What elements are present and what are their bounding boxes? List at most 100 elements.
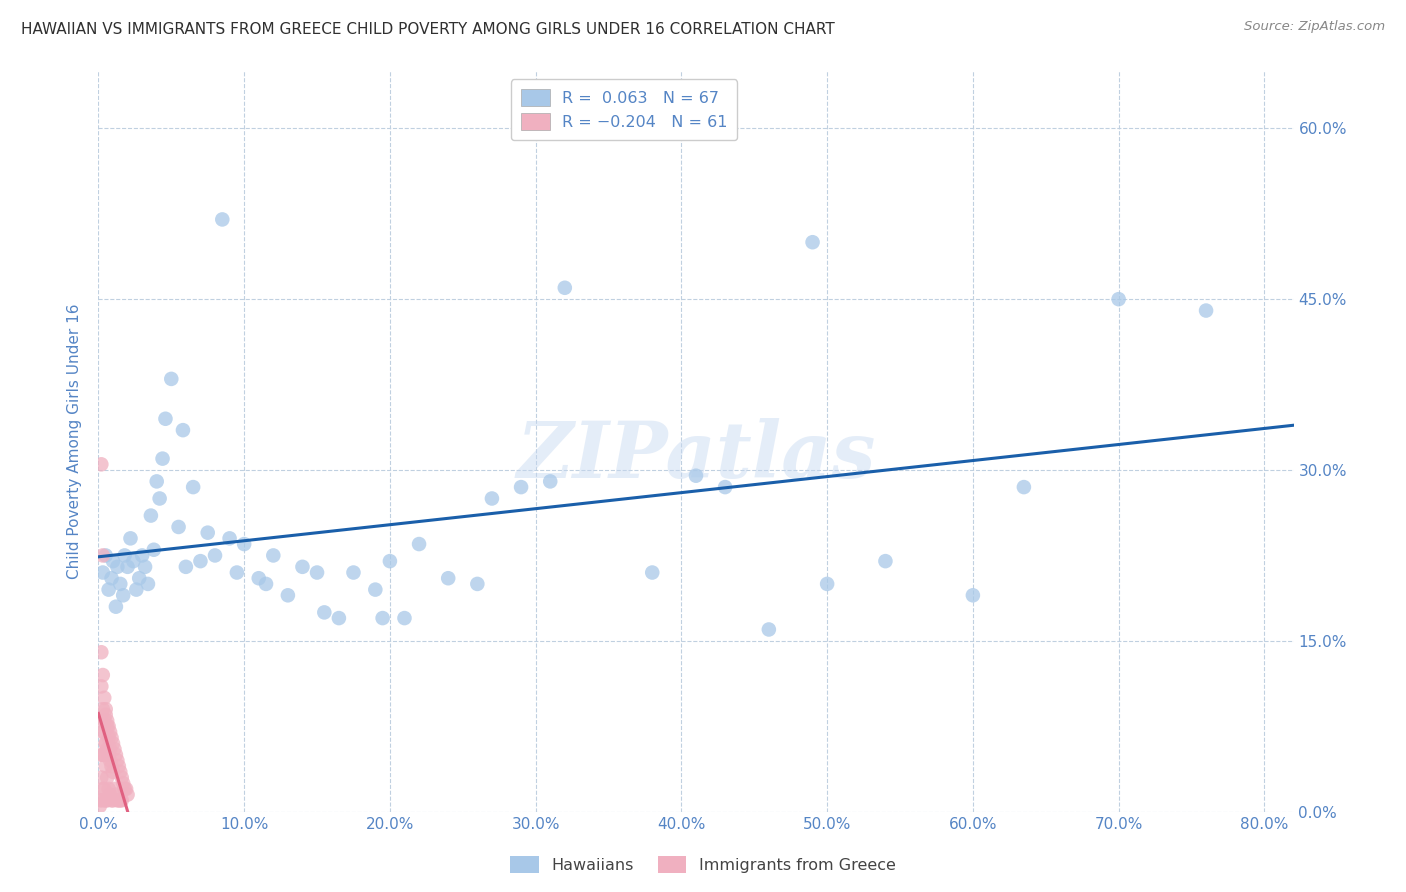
Point — [378, 554, 401, 568]
Point — [97, 582, 120, 597]
Point — [103, 781, 125, 796]
Point — [510, 480, 533, 494]
Point — [94, 549, 117, 563]
Point — [105, 559, 128, 574]
Point — [142, 542, 165, 557]
Point — [101, 764, 124, 779]
Point — [538, 475, 561, 489]
Point — [328, 611, 350, 625]
Point — [104, 747, 127, 762]
Point — [97, 719, 120, 733]
Point — [90, 458, 112, 472]
Point — [93, 725, 115, 739]
Point — [155, 411, 177, 425]
Point — [481, 491, 503, 506]
Point — [277, 588, 299, 602]
Point — [91, 793, 114, 807]
Point — [96, 793, 118, 807]
Point — [101, 554, 124, 568]
Point — [91, 725, 114, 739]
Point — [136, 577, 159, 591]
Point — [90, 747, 112, 762]
Point — [94, 702, 117, 716]
Point — [117, 559, 139, 574]
Point — [101, 736, 124, 750]
Point — [100, 731, 122, 745]
Point — [120, 532, 142, 546]
Point — [98, 788, 121, 802]
Point — [962, 588, 984, 602]
Point — [89, 793, 111, 807]
Point — [145, 475, 167, 489]
Point — [1195, 303, 1218, 318]
Point — [112, 776, 135, 790]
Point — [149, 491, 172, 506]
Point — [96, 771, 118, 785]
Y-axis label: Child Poverty Among Girls Under 16: Child Poverty Among Girls Under 16 — [67, 304, 83, 579]
Point — [467, 577, 489, 591]
Point — [91, 781, 114, 796]
Point — [103, 742, 125, 756]
Point — [91, 702, 114, 716]
Point — [111, 771, 134, 785]
Point — [122, 554, 145, 568]
Point — [815, 577, 838, 591]
Point — [94, 793, 117, 807]
Point — [114, 549, 136, 563]
Point — [197, 525, 219, 540]
Point — [174, 559, 197, 574]
Point — [96, 742, 118, 756]
Point — [342, 566, 364, 580]
Point — [139, 508, 162, 523]
Point — [204, 549, 226, 563]
Point — [90, 645, 112, 659]
Point — [181, 480, 204, 494]
Point — [685, 468, 707, 483]
Point — [93, 781, 115, 796]
Point — [108, 793, 131, 807]
Point — [110, 793, 132, 807]
Point — [364, 582, 387, 597]
Point — [97, 747, 120, 762]
Point — [108, 759, 131, 773]
Point — [262, 549, 284, 563]
Point — [190, 554, 212, 568]
Point — [96, 714, 118, 728]
Point — [152, 451, 174, 466]
Point — [110, 764, 132, 779]
Point — [98, 742, 121, 756]
Point — [554, 281, 576, 295]
Point — [714, 480, 737, 494]
Point — [291, 559, 314, 574]
Point — [93, 690, 115, 705]
Text: Source: ZipAtlas.com: Source: ZipAtlas.com — [1244, 20, 1385, 33]
Point — [91, 566, 114, 580]
Point — [758, 623, 780, 637]
Point — [101, 793, 124, 807]
Point — [131, 549, 153, 563]
Point — [314, 606, 336, 620]
Text: ZIPatlas: ZIPatlas — [516, 418, 876, 494]
Point — [104, 599, 127, 614]
Point — [105, 793, 128, 807]
Point — [91, 549, 114, 563]
Point — [160, 372, 183, 386]
Point — [408, 537, 430, 551]
Point — [371, 611, 394, 625]
Point — [90, 680, 112, 694]
Point — [211, 212, 233, 227]
Point — [247, 571, 270, 585]
Point — [134, 559, 156, 574]
Point — [305, 566, 328, 580]
Point — [98, 754, 121, 768]
Point — [128, 571, 150, 585]
Point — [94, 759, 117, 773]
Point — [97, 781, 120, 796]
Text: HAWAIIAN VS IMMIGRANTS FROM GREECE CHILD POVERTY AMONG GIRLS UNDER 16 CORRELATIO: HAWAIIAN VS IMMIGRANTS FROM GREECE CHILD… — [21, 22, 835, 37]
Point — [91, 668, 114, 682]
Point — [115, 781, 138, 796]
Point — [90, 714, 112, 728]
Point — [225, 566, 247, 580]
Legend: Hawaiians, Immigrants from Greece: Hawaiians, Immigrants from Greece — [503, 849, 903, 880]
Point — [112, 588, 135, 602]
